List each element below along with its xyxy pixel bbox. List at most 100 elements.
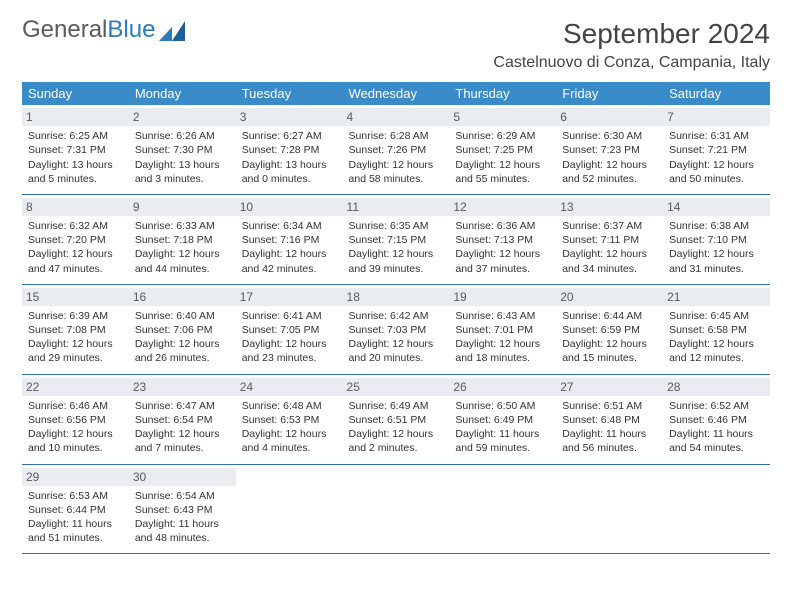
sunrise-text: Sunrise: 6:26 AM: [135, 129, 230, 143]
calendar-day-cell: [663, 464, 770, 554]
sunset-text: Sunset: 6:53 PM: [242, 413, 337, 427]
month-title: September 2024: [493, 18, 770, 50]
sunset-text: Sunset: 6:48 PM: [562, 413, 657, 427]
day-number: 3: [236, 108, 343, 126]
sunset-text: Sunset: 6:44 PM: [28, 503, 123, 517]
daylight-text: Daylight: 12 hours and 58 minutes.: [349, 158, 444, 186]
day-number: 28: [663, 378, 770, 396]
day-number: 18: [343, 288, 450, 306]
day-number: 5: [449, 108, 556, 126]
calendar-day-cell: 14Sunrise: 6:38 AMSunset: 7:10 PMDayligh…: [663, 194, 770, 284]
calendar-day-cell: 16Sunrise: 6:40 AMSunset: 7:06 PMDayligh…: [129, 284, 236, 374]
calendar-day-cell: 10Sunrise: 6:34 AMSunset: 7:16 PMDayligh…: [236, 194, 343, 284]
title-block: September 2024 Castelnuovo di Conza, Cam…: [493, 18, 770, 72]
sunset-text: Sunset: 7:03 PM: [349, 323, 444, 337]
day-number: 11: [343, 198, 450, 216]
daylight-text: Daylight: 13 hours and 3 minutes.: [135, 158, 230, 186]
calendar-day-cell: 25Sunrise: 6:49 AMSunset: 6:51 PMDayligh…: [343, 374, 450, 464]
weekday-header: Monday: [129, 82, 236, 105]
calendar-week-row: 1Sunrise: 6:25 AMSunset: 7:31 PMDaylight…: [22, 105, 770, 194]
daylight-text: Daylight: 12 hours and 47 minutes.: [28, 247, 123, 275]
header: GeneralBlue September 2024 Castelnuovo d…: [22, 18, 770, 72]
sunrise-text: Sunrise: 6:28 AM: [349, 129, 444, 143]
day-number: 1: [22, 108, 129, 126]
sunrise-text: Sunrise: 6:36 AM: [455, 219, 550, 233]
day-number: 20: [556, 288, 663, 306]
sunrise-text: Sunrise: 6:49 AM: [349, 399, 444, 413]
calendar-day-cell: 3Sunrise: 6:27 AMSunset: 7:28 PMDaylight…: [236, 105, 343, 194]
calendar-table: Sunday Monday Tuesday Wednesday Thursday…: [22, 82, 770, 554]
sunset-text: Sunset: 6:54 PM: [135, 413, 230, 427]
sunrise-text: Sunrise: 6:41 AM: [242, 309, 337, 323]
day-number: 23: [129, 378, 236, 396]
sunset-text: Sunset: 7:30 PM: [135, 143, 230, 157]
daylight-text: Daylight: 11 hours and 51 minutes.: [28, 517, 123, 545]
sunset-text: Sunset: 7:13 PM: [455, 233, 550, 247]
weekday-header: Thursday: [449, 82, 556, 105]
logo-mark-icon: [159, 21, 185, 41]
calendar-day-cell: [556, 464, 663, 554]
calendar-body: 1Sunrise: 6:25 AMSunset: 7:31 PMDaylight…: [22, 105, 770, 554]
sunrise-text: Sunrise: 6:43 AM: [455, 309, 550, 323]
sunset-text: Sunset: 7:23 PM: [562, 143, 657, 157]
day-number: 2: [129, 108, 236, 126]
calendar-day-cell: 13Sunrise: 6:37 AMSunset: 7:11 PMDayligh…: [556, 194, 663, 284]
sunrise-text: Sunrise: 6:47 AM: [135, 399, 230, 413]
calendar-day-cell: 20Sunrise: 6:44 AMSunset: 6:59 PMDayligh…: [556, 284, 663, 374]
day-number: 14: [663, 198, 770, 216]
calendar-header-row: Sunday Monday Tuesday Wednesday Thursday…: [22, 82, 770, 105]
calendar-day-cell: 22Sunrise: 6:46 AMSunset: 6:56 PMDayligh…: [22, 374, 129, 464]
weekday-header: Saturday: [663, 82, 770, 105]
calendar-week-row: 8Sunrise: 6:32 AMSunset: 7:20 PMDaylight…: [22, 194, 770, 284]
daylight-text: Daylight: 12 hours and 31 minutes.: [669, 247, 764, 275]
calendar-day-cell: 26Sunrise: 6:50 AMSunset: 6:49 PMDayligh…: [449, 374, 556, 464]
sunrise-text: Sunrise: 6:52 AM: [669, 399, 764, 413]
weekday-header: Friday: [556, 82, 663, 105]
sunrise-text: Sunrise: 6:53 AM: [28, 489, 123, 503]
daylight-text: Daylight: 12 hours and 50 minutes.: [669, 158, 764, 186]
day-number: 10: [236, 198, 343, 216]
daylight-text: Daylight: 12 hours and 2 minutes.: [349, 427, 444, 455]
sunrise-text: Sunrise: 6:45 AM: [669, 309, 764, 323]
sunset-text: Sunset: 6:43 PM: [135, 503, 230, 517]
day-number: 19: [449, 288, 556, 306]
sunrise-text: Sunrise: 6:27 AM: [242, 129, 337, 143]
sunset-text: Sunset: 7:18 PM: [135, 233, 230, 247]
calendar-day-cell: 4 Sunrise: 6:28 AMSunset: 7:26 PMDaylight…: [343, 105, 450, 194]
daylight-text: Daylight: 12 hours and 44 minutes.: [135, 247, 230, 275]
location-subtitle: Castelnuovo di Conza, Campania, Italy: [493, 54, 770, 72]
sunset-text: Sunset: 7:25 PM: [455, 143, 550, 157]
sunset-text: Sunset: 7:28 PM: [242, 143, 337, 157]
sunset-text: Sunset: 6:49 PM: [455, 413, 550, 427]
calendar-day-cell: 5Sunrise: 6:29 AMSunset: 7:25 PMDaylight…: [449, 105, 556, 194]
daylight-text: Daylight: 12 hours and 52 minutes.: [562, 158, 657, 186]
calendar-day-cell: 12Sunrise: 6:36 AMSunset: 7:13 PMDayligh…: [449, 194, 556, 284]
sunset-text: Sunset: 7:16 PM: [242, 233, 337, 247]
day-number: 22: [22, 378, 129, 396]
sunset-text: Sunset: 6:56 PM: [28, 413, 123, 427]
calendar-day-cell: 1Sunrise: 6:25 AMSunset: 7:31 PMDaylight…: [22, 105, 129, 194]
calendar-day-cell: 18Sunrise: 6:42 AMSunset: 7:03 PMDayligh…: [343, 284, 450, 374]
day-number: 16: [129, 288, 236, 306]
day-number: 25: [343, 378, 450, 396]
day-number: 7: [663, 108, 770, 126]
sunset-text: Sunset: 7:05 PM: [242, 323, 337, 337]
sunset-text: Sunset: 7:01 PM: [455, 323, 550, 337]
calendar-day-cell: 28Sunrise: 6:52 AMSunset: 6:46 PMDayligh…: [663, 374, 770, 464]
calendar-day-cell: 23Sunrise: 6:47 AMSunset: 6:54 PMDayligh…: [129, 374, 236, 464]
sunset-text: Sunset: 6:58 PM: [669, 323, 764, 337]
daylight-text: Daylight: 11 hours and 56 minutes.: [562, 427, 657, 455]
daylight-text: Daylight: 12 hours and 55 minutes.: [455, 158, 550, 186]
sunrise-text: Sunrise: 6:34 AM: [242, 219, 337, 233]
day-number: 4: [343, 108, 450, 126]
weekday-header: Wednesday: [343, 82, 450, 105]
daylight-text: Daylight: 12 hours and 18 minutes.: [455, 337, 550, 365]
daylight-text: Daylight: 12 hours and 26 minutes.: [135, 337, 230, 365]
sunrise-text: Sunrise: 6:46 AM: [28, 399, 123, 413]
day-number: 27: [556, 378, 663, 396]
sunset-text: Sunset: 7:10 PM: [669, 233, 764, 247]
sunset-text: Sunset: 7:26 PM: [349, 143, 444, 157]
calendar-day-cell: 9Sunrise: 6:33 AMSunset: 7:18 PMDaylight…: [129, 194, 236, 284]
sunrise-text: Sunrise: 6:48 AM: [242, 399, 337, 413]
calendar-day-cell: [343, 464, 450, 554]
